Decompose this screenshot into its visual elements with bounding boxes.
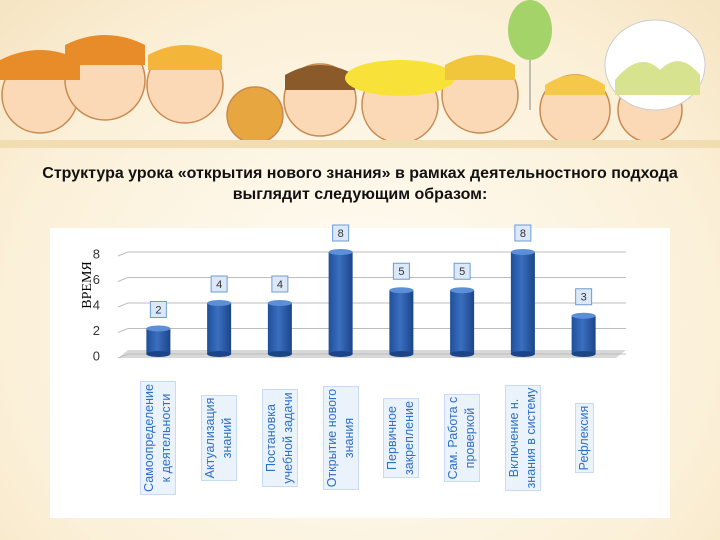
bar <box>207 303 232 354</box>
bar-top <box>328 249 353 255</box>
bar-group: 5 <box>450 262 475 357</box>
value-label-box <box>210 275 228 293</box>
value-label: 5 <box>398 266 404 278</box>
y-tick-label: 6 <box>93 272 100 287</box>
value-label-box <box>453 262 471 280</box>
bar-top <box>571 312 596 319</box>
bar-bottom <box>571 351 596 357</box>
bar-bottom <box>328 351 353 357</box>
value-label: 2 <box>155 304 161 316</box>
x-tick-label-text: Актуализация знаний <box>201 394 238 482</box>
x-tick-label: Рефлексия <box>564 374 604 502</box>
y-axis-label: ВРЕМЯ <box>80 261 95 308</box>
x-tick-label-text: Открытие нового знания <box>322 385 359 491</box>
x-tick-label: Самоопределение к деятельности <box>138 374 178 502</box>
x-tick-label-text: Самоопределение к деятельности <box>140 381 177 495</box>
bar-top <box>389 287 414 294</box>
x-tick-label: Открытие нового знания <box>321 374 361 502</box>
bar-bottom <box>267 351 292 357</box>
bar-top <box>267 300 292 306</box>
bar-bottom <box>207 351 232 357</box>
x-tick-label-text: Включение н. знания в систему <box>504 384 541 492</box>
bar-group: 4 <box>207 275 232 357</box>
y-tick-label: 8 <box>93 246 100 261</box>
value-label: 8 <box>338 228 344 240</box>
value-label: 5 <box>459 266 465 278</box>
bar-group: 2 <box>146 301 171 357</box>
x-tick-label-text: Первичное закрепление <box>383 398 420 478</box>
bar-top <box>510 249 535 255</box>
value-label-box <box>514 224 532 242</box>
y-tick-label: 4 <box>93 297 100 312</box>
bar <box>450 290 475 354</box>
x-tick-label-text: Рефлексия <box>574 402 594 474</box>
x-tick-label-text: Постановка учебной задачи <box>261 389 298 487</box>
value-label-box <box>575 288 593 306</box>
bar <box>571 315 596 354</box>
value-label: 4 <box>216 279 222 291</box>
y-tick-label: 2 <box>93 323 100 338</box>
bar <box>510 252 535 354</box>
bar-group: 5 <box>389 262 414 357</box>
value-label-box <box>149 301 167 318</box>
bar-bottom <box>510 351 535 357</box>
grid-line <box>117 251 626 257</box>
bar-top <box>450 287 475 294</box>
kids-illustration <box>0 0 720 148</box>
bar <box>389 290 414 354</box>
title: Структура урока «открытия нового знания»… <box>42 165 678 203</box>
x-tick-label-text: Сам. Работа с проверкой <box>444 393 481 483</box>
value-label-box <box>332 224 350 242</box>
bar-bottom <box>450 351 475 357</box>
value-label-box <box>392 262 410 280</box>
y-tick-label: 0 <box>93 348 100 363</box>
bar-bottom <box>146 351 171 357</box>
bar-top <box>146 325 171 332</box>
bar <box>146 328 171 354</box>
x-tick-label: Первичное закрепление <box>381 374 421 502</box>
bar-group: 3 <box>571 288 596 357</box>
bar <box>267 303 292 354</box>
x-tick-label: Актуализация знаний <box>199 374 239 502</box>
bar-group: 8 <box>510 224 535 357</box>
x-tick-label: Сам. Работа с проверкой <box>442 374 482 502</box>
bar-top <box>207 300 232 306</box>
x-tick-label: Постановка учебной задачи <box>260 374 300 502</box>
value-label-box <box>271 275 289 293</box>
bar <box>328 252 353 354</box>
value-label: 4 <box>277 279 283 291</box>
x-tick-label: Включение н. знания в систему <box>503 374 543 502</box>
bar-bottom <box>389 351 414 357</box>
bar-group: 4 <box>267 275 292 357</box>
value-label: 3 <box>581 292 587 304</box>
bar-group: 8 <box>328 224 353 357</box>
value-label: 8 <box>520 228 526 240</box>
